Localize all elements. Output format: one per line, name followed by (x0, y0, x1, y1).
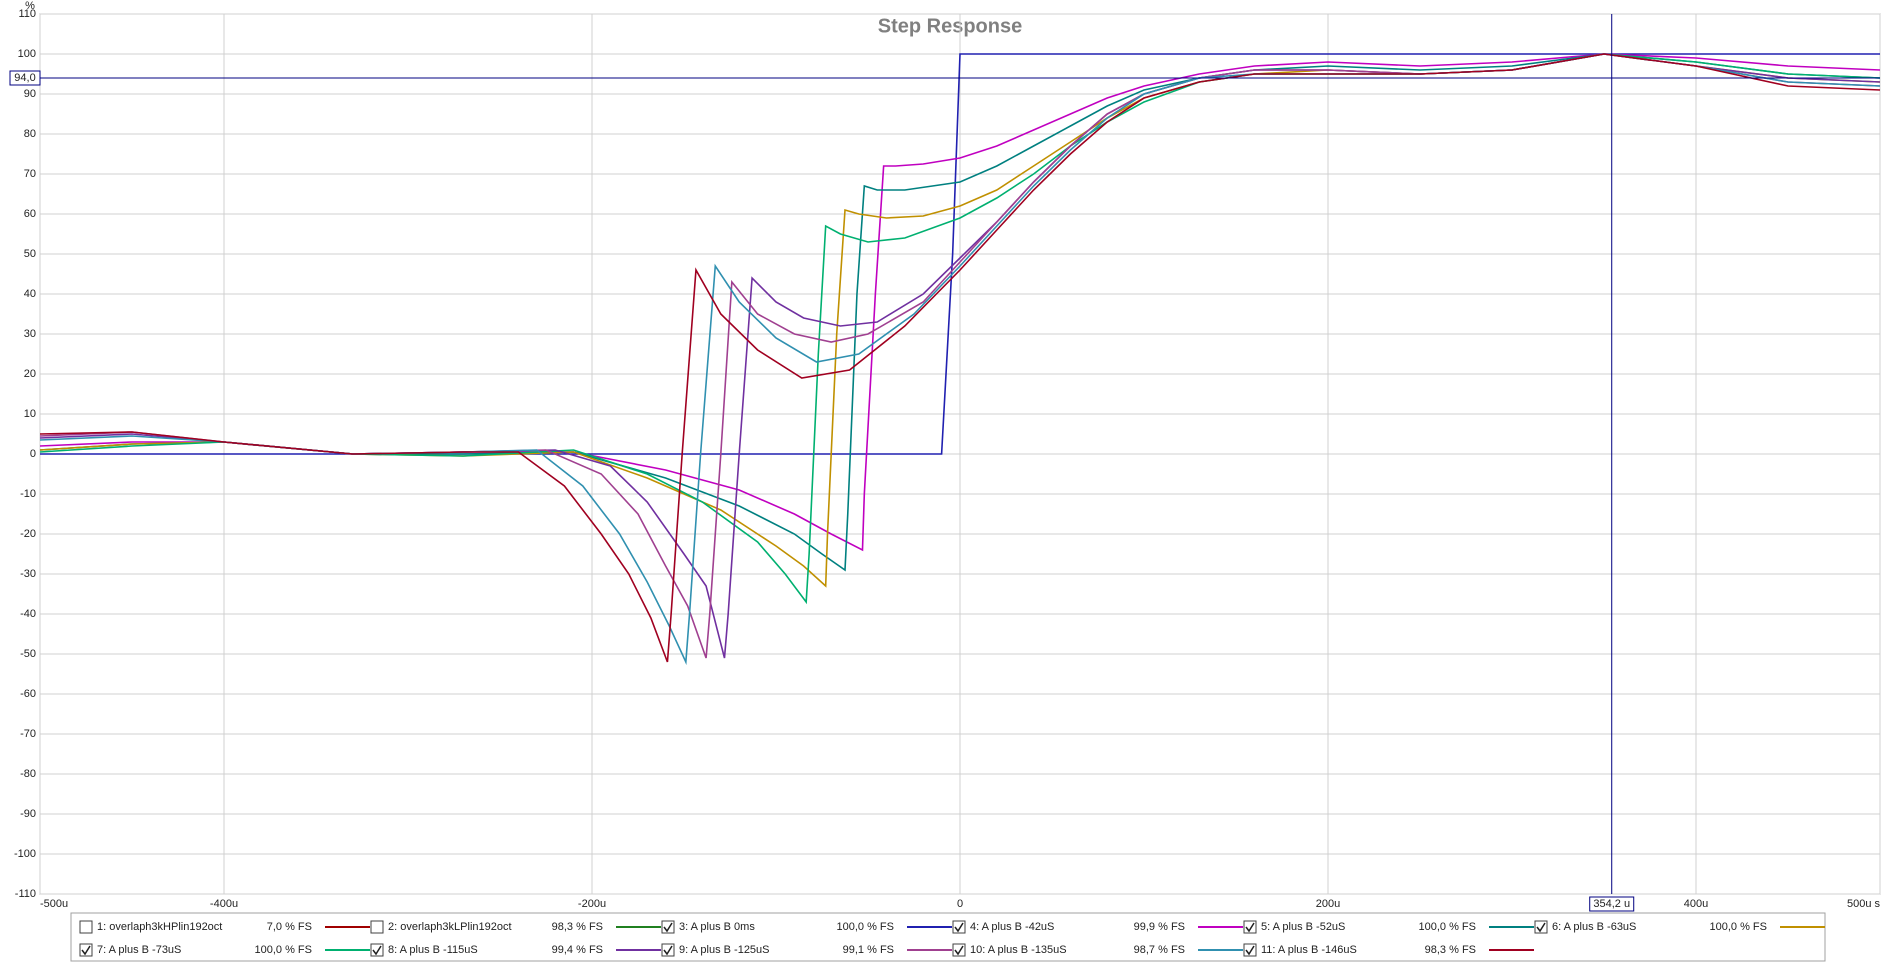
y-tick-label: -70 (20, 728, 36, 740)
legend-checkbox[interactable] (1534, 920, 1548, 934)
y-tick-label: -80 (20, 768, 36, 780)
legend-name: 4: A plus B -42uS (970, 921, 1054, 933)
y-tick-label: 60 (24, 208, 36, 220)
y-tick-label: 30 (24, 328, 36, 340)
legend-fs: 99,9 % FS (1134, 921, 1185, 933)
series-line (39, 53, 1881, 659)
legend-check (1245, 922, 1255, 933)
series-line (39, 53, 1881, 663)
legend-check (954, 922, 964, 933)
y-tick-label: -20 (20, 528, 36, 540)
cursor-y-box (9, 70, 41, 86)
legend-name: 5: A plus B -52uS (1261, 921, 1345, 933)
legend-fs: 100,0 % FS (255, 944, 312, 956)
y-tick-label: -50 (20, 648, 36, 660)
y-tick-label: 40 (24, 288, 36, 300)
legend-checkbox[interactable] (661, 943, 675, 957)
legend-name: 7: A plus B -73uS (97, 944, 181, 956)
legend-fs: 7,0 % FS (267, 921, 312, 933)
legend-checkbox[interactable] (1243, 943, 1257, 957)
y-tick-label: 70 (24, 168, 36, 180)
y-tick-label: -90 (20, 808, 36, 820)
y-tick-label: -60 (20, 688, 36, 700)
legend-check (81, 945, 91, 956)
legend-box (70, 912, 1826, 962)
legend-check (663, 945, 673, 956)
legend-checkbox[interactable] (952, 943, 966, 957)
legend-fs: 100,0 % FS (837, 921, 894, 933)
legend-fs: 98,3 % FS (1425, 944, 1476, 956)
x-tick-label: -500u (40, 898, 68, 910)
legend-name: 11: A plus B -146uS (1261, 944, 1357, 956)
x-tick-label: 500u s (1847, 898, 1881, 910)
x-tick-label: 200u (1316, 898, 1340, 910)
x-tick-label: -200u (578, 898, 606, 910)
legend-checkbox[interactable] (1243, 920, 1257, 934)
cursor-x-box (1589, 896, 1635, 912)
legend-name: 8: A plus B -115uS (388, 944, 478, 956)
legend-name: 10: A plus B -135uS (970, 944, 1067, 956)
legend-checkbox[interactable] (370, 920, 384, 934)
legend-check (954, 945, 964, 956)
legend-check (1245, 945, 1255, 956)
legend-check (663, 922, 673, 933)
y-tick-label: 110 (18, 8, 36, 20)
y-tick-label: -30 (20, 568, 36, 580)
legend-name: 3: A plus B 0ms (679, 921, 755, 933)
legend-check (1536, 922, 1546, 933)
legend-checkbox[interactable] (370, 943, 384, 957)
y-tick-label: 50 (24, 248, 36, 260)
legend-fs: 98,7 % FS (1134, 944, 1185, 956)
legend-check (372, 945, 382, 956)
legend-fs: 99,1 % FS (843, 944, 894, 956)
legend-checkbox[interactable] (79, 943, 93, 957)
legend-name: 9: A plus B -125uS (679, 944, 770, 956)
y-tick-label: -100 (14, 848, 36, 860)
cursor-y-label: 94,0 (14, 72, 35, 84)
y-tick-label: -40 (20, 608, 36, 620)
x-tick-label: 400u (1684, 898, 1708, 910)
legend-fs: 100,0 % FS (1419, 921, 1476, 933)
legend-fs: 100,0 % FS (1710, 921, 1767, 933)
legend-name: 6: A plus B -63uS (1552, 921, 1636, 933)
legend-fs: 99,4 % FS (552, 944, 603, 956)
y-tick-label: 80 (24, 128, 36, 140)
legend-checkbox[interactable] (952, 920, 966, 934)
legend-checkbox[interactable] (79, 920, 93, 934)
x-tick-label: -400u (210, 898, 238, 910)
y-tick-label: -10 (20, 488, 36, 500)
y-tick-label: 100 (18, 48, 36, 60)
y-tick-label: -110 (15, 888, 36, 900)
y-tick-label: 90 (24, 88, 36, 100)
y-tick-label: 10 (24, 408, 36, 420)
y-tick-label: 0 (30, 448, 36, 460)
legend-fs: 98,3 % FS (552, 921, 603, 933)
legend-name: 1: overlaph3kHPlin192oct (97, 921, 222, 933)
y-tick-label: 20 (24, 368, 36, 380)
y-unit: % (25, 0, 35, 12)
legend-checkbox[interactable] (661, 920, 675, 934)
cursor-x-label: 354,2 u (1593, 898, 1630, 910)
series-line (40, 53, 1880, 455)
chart-title: Step Response (878, 15, 1022, 37)
x-tick-label: 0 (957, 898, 963, 910)
legend-name: 2: overlaph3kLPlin192oct (388, 921, 512, 933)
